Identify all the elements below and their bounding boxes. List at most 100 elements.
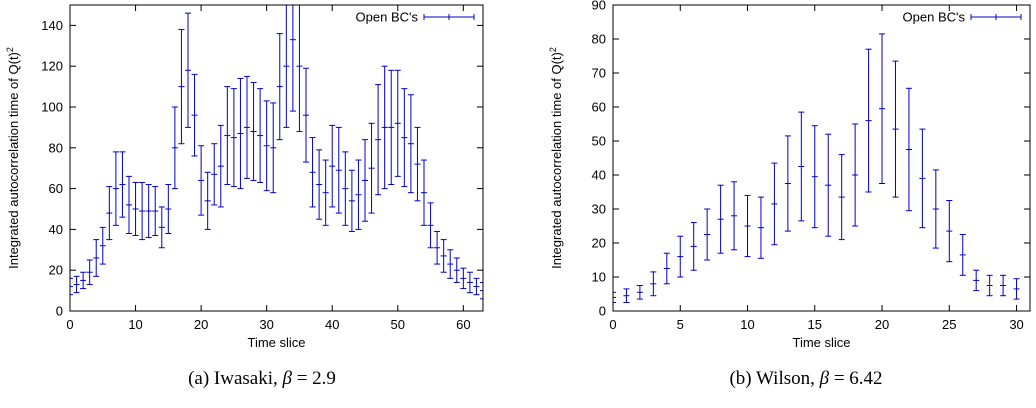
error-bar-point (152, 186, 159, 237)
panel-b-x-tick-label: 5 (677, 317, 684, 332)
error-bar-point (204, 171, 211, 230)
error-bar-point (283, 5, 290, 128)
error-bar-point (388, 69, 395, 186)
error-bar-point (986, 274, 993, 297)
error-bar-point (919, 128, 926, 229)
panel-b-y-tick-label: 40 (592, 168, 606, 183)
error-bar-point (704, 208, 711, 261)
panel-b-chart: 0 5 10 15 20 25 30 0 10 20 30 40 50 60 70 80 90 Time sli… (548, 0, 1031, 389)
error-bar-point (636, 285, 643, 300)
panel-a-caption-prefix: (a) Iwasaki, (188, 368, 282, 389)
panel-a-legend-label: Open BC's (356, 10, 419, 25)
error-bar-point (973, 269, 980, 292)
error-bar-point (303, 67, 309, 163)
panel-b-caption-beta: β (819, 368, 830, 389)
error-bar-point (757, 196, 764, 259)
error-bar-point (244, 75, 250, 179)
error-bar-point (394, 69, 401, 177)
error-bar-point (460, 267, 467, 290)
panel-b-x-tick-label: 10 (740, 317, 754, 332)
error-bar-point (838, 154, 845, 241)
error-bar-point (375, 84, 382, 196)
error-bar-point (276, 33, 283, 141)
error-bar-point (731, 181, 738, 251)
error-bar-point (211, 143, 218, 206)
error-bar-point (690, 222, 697, 271)
panel-a-y-tick-label: 140 (41, 18, 63, 33)
error-bar-point (237, 77, 244, 190)
error-bar-point (230, 88, 237, 188)
panel-a-caption-beta: β (282, 368, 293, 389)
error-bar-point (165, 184, 172, 234)
error-bar-point (335, 126, 342, 214)
panel-b-y-axis-label: Integrated autocorrelation time of Q(t)2 (548, 47, 564, 269)
error-bar-point (798, 111, 805, 222)
panel-a-x-axis-label: Time slice (247, 335, 305, 350)
error-bar-point (250, 82, 257, 181)
error-bar-point (381, 65, 388, 190)
error-bar-point (198, 145, 205, 216)
error-bar-point (70, 277, 73, 296)
panel-b-plot-frame (612, 4, 1031, 312)
error-bar-point (342, 151, 349, 226)
panel-a-y-axis-label-text: Integrated autocorrelation time of Q(t) (6, 52, 21, 269)
panel-b-y-tick-label: 0 (599, 304, 606, 319)
panel-b-caption-prefix: (b) Wilson, (729, 368, 819, 389)
panel-b-x-tick-label: 25 (942, 317, 956, 332)
panel-b-y-tick-label: 20 (592, 236, 606, 251)
panel-a-caption-suffix: = 2.9 (292, 368, 336, 389)
error-bar-point (119, 151, 126, 218)
error-bar-point (1013, 278, 1020, 300)
panel-a-y-tick-label: 40 (49, 222, 63, 237)
error-bar-point (362, 139, 368, 222)
panel-b-x-tick-label: 30 (1009, 317, 1023, 332)
error-bar-point (263, 100, 270, 192)
panel-a-y-tick-label: 80 (49, 140, 63, 155)
panel-a-caption: (a) Iwasaki, β = 2.9 (188, 368, 336, 389)
error-bar-point (217, 124, 224, 208)
panel-a-x-tick-label: 50 (391, 317, 405, 332)
error-bar-point (191, 73, 198, 157)
error-bar-point (650, 271, 657, 297)
panel-a-x-tick-label: 30 (259, 317, 273, 332)
panel-a-y-axis-label: Integrated autocorrelation time of Q(t)2 (5, 47, 21, 269)
panel-a-ticks (69, 5, 483, 312)
error-bar-point (623, 288, 630, 303)
panel-b-x-tick-label: 20 (875, 317, 889, 332)
error-bar-point (322, 159, 329, 226)
panel-b-y-tick-label: 50 (592, 134, 606, 149)
error-bar-point (80, 271, 87, 290)
error-bar-point (811, 125, 818, 229)
error-bar-point (86, 259, 93, 285)
panel-a-marks (70, 5, 483, 300)
panel-b-y-tick-label: 70 (592, 66, 606, 81)
error-bar-point (185, 12, 191, 128)
error-bar-point (348, 169, 355, 232)
error-bar-point (434, 230, 441, 265)
error-bar-point (257, 88, 264, 183)
error-bar-point (145, 184, 152, 239)
panel-b-caption-suffix: = 6.42 (829, 368, 882, 389)
error-bar-point (316, 149, 323, 220)
error-bar-point (447, 249, 454, 279)
error-bar-point (289, 5, 296, 112)
error-bar-point (440, 239, 447, 273)
error-bar-point (784, 135, 791, 232)
error-bar-point (112, 151, 119, 226)
panel-b-legend: Open BC's (903, 10, 1022, 25)
panel-b-tick-labels: 0 5 10 15 20 25 30 0 10 20 30 40 50 60 70 80 90 (592, 0, 1024, 332)
panel-b-legend-sample (970, 14, 1022, 20)
error-bar-point (453, 257, 460, 283)
panel-b-y-axis-label-superscript: 2 (548, 47, 558, 52)
panel-b-marks (613, 33, 1020, 303)
error-bar-point (905, 87, 912, 212)
panel-a-y-tick-label: 100 (41, 100, 63, 115)
error-bar-point (1000, 274, 1007, 297)
error-bar-point (771, 162, 778, 246)
panel-b-y-tick-label: 60 (592, 100, 606, 115)
error-bar-point (663, 252, 670, 285)
panel-b-y-tick-label: 30 (592, 202, 606, 217)
panel-b-y-tick-label: 10 (592, 270, 606, 285)
panel-a-y-tick-label: 120 (41, 59, 63, 74)
error-bar-point (427, 202, 434, 249)
